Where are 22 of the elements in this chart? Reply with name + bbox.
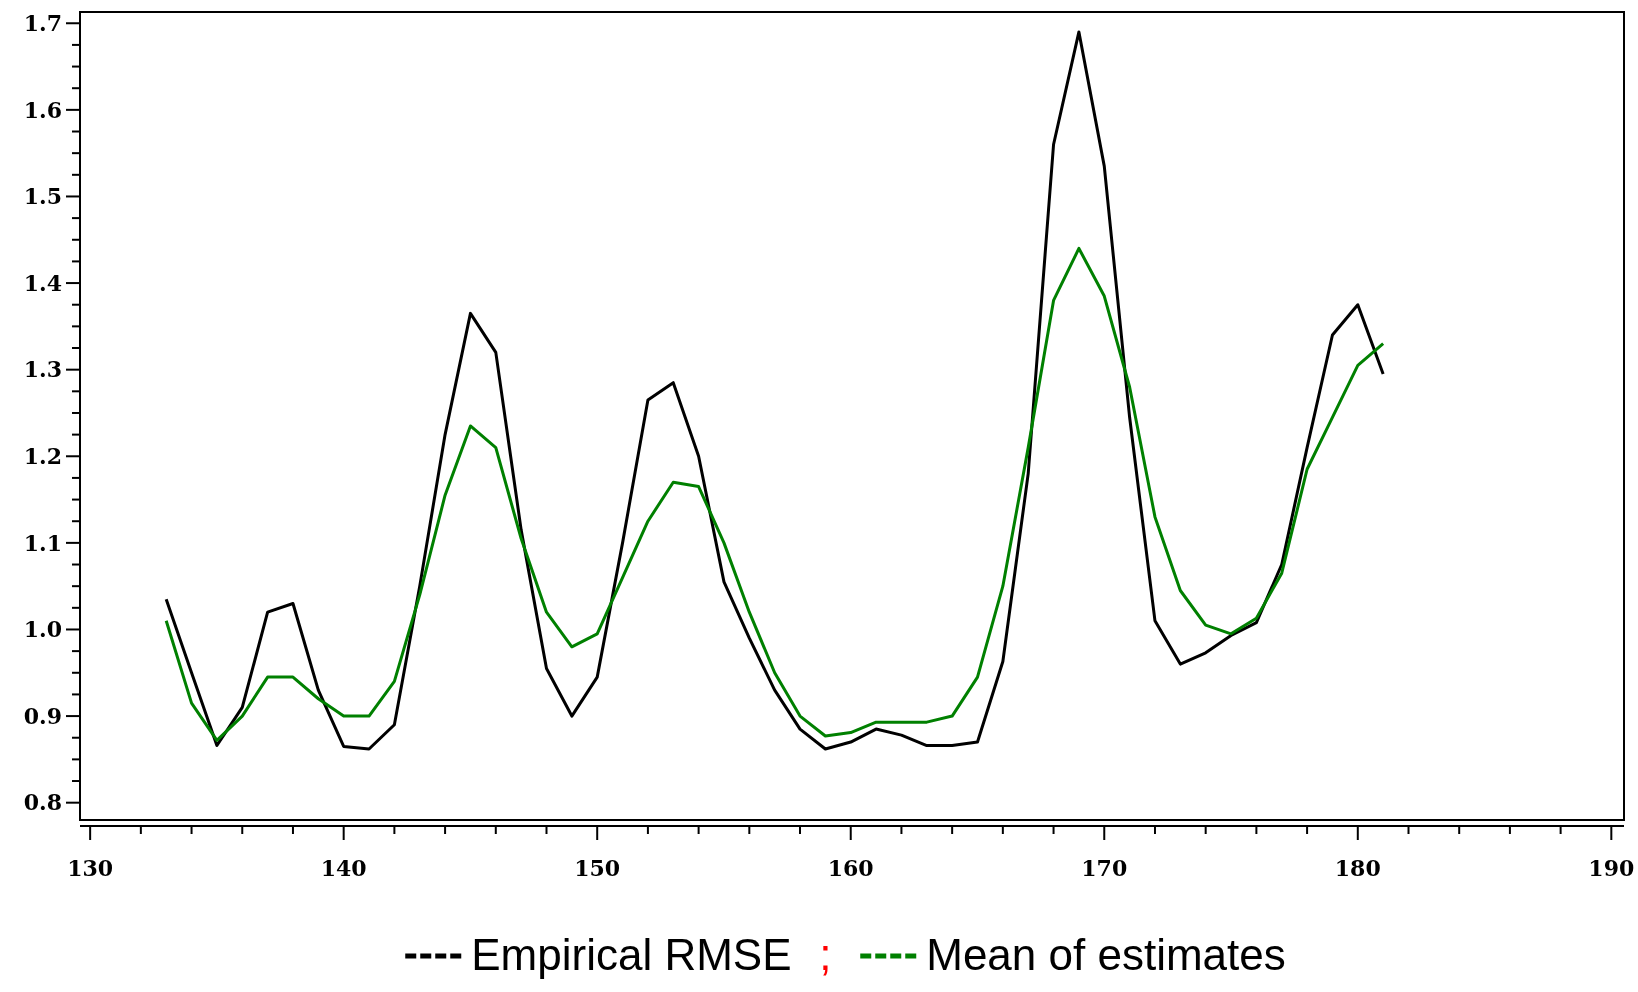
y-tick-label: 1.1	[23, 529, 62, 556]
y-tick-label: 1.7	[23, 9, 62, 36]
text: ;	[819, 930, 832, 979]
x-tick-label: 170	[1081, 855, 1128, 881]
x-tick-label: 140	[320, 855, 367, 881]
y-tick-label: 1.2	[23, 442, 62, 469]
legend-label: Empirical RMSE	[471, 930, 792, 979]
line-series	[164, 246, 1385, 742]
x-tick-label: 160	[827, 855, 874, 881]
x-tick-label: 150	[574, 855, 621, 881]
x-tick-label: 190	[1588, 855, 1635, 881]
y-tick-label: 1.5	[23, 183, 62, 210]
y-tick-label: 1.4	[23, 269, 62, 296]
line-series	[164, 30, 1385, 751]
x-tick-label: 180	[1334, 855, 1381, 881]
y-tick-label: 1.0	[23, 616, 62, 643]
y-tick-label: 0.8	[23, 789, 62, 816]
y-tick-label: 0.9	[23, 702, 62, 729]
x-tick-label: 130	[67, 855, 114, 881]
legend-label: Mean of estimates	[926, 930, 1286, 979]
y-tick-label: 1.3	[23, 356, 62, 383]
y-tick-label: 1.6	[23, 96, 62, 123]
